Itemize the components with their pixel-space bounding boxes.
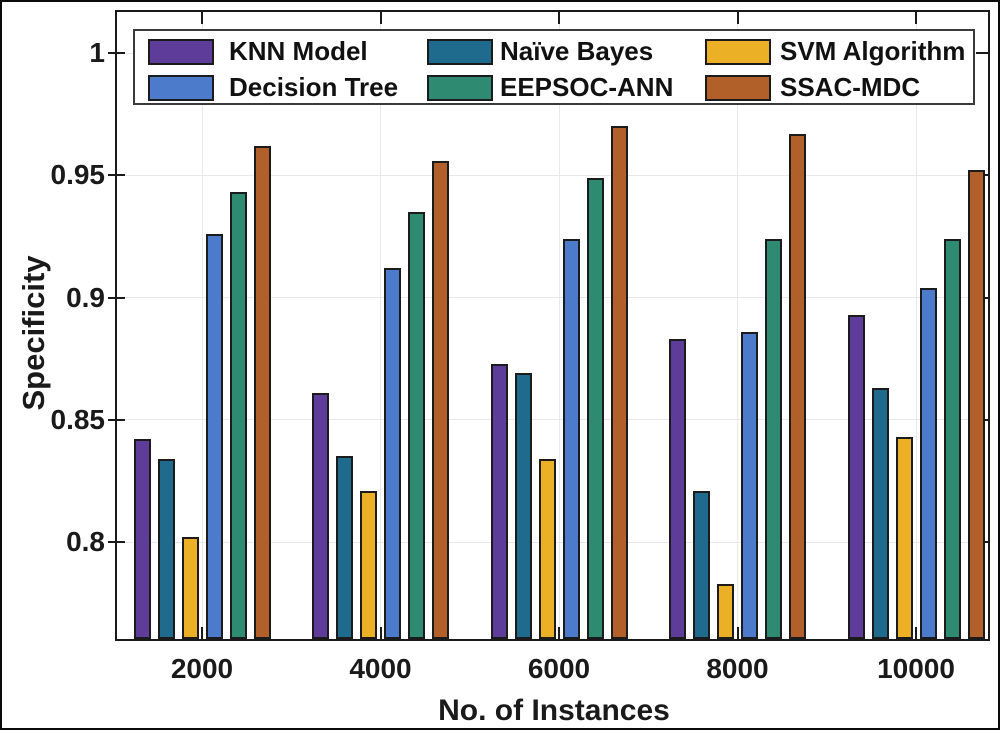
x-gridline (737, 12, 738, 639)
x-tick-label: 4000 (349, 653, 412, 684)
legend-swatch-ssac-mdc (705, 75, 771, 101)
bar-knn-model-8000 (669, 339, 686, 639)
y-gridline (117, 297, 988, 298)
x-tick-label: 8000 (706, 653, 769, 684)
x-gridline (915, 12, 917, 639)
y-tick-left (108, 296, 125, 299)
legend-label: Decision Tree (229, 72, 399, 102)
bar-ssac-mdc-4000 (432, 160, 449, 639)
bar-eepsoc-ann-10000 (943, 238, 961, 639)
x-tick-bottom (201, 627, 203, 639)
y-tick-label: 0.9 (66, 281, 105, 313)
legend-label: SVM Algorithm (780, 36, 966, 66)
x-axis-label: No. of Instances (438, 694, 670, 727)
x-tick-bottom (558, 627, 560, 639)
legend-swatch-knn-model (148, 39, 214, 65)
y-axis-label: Specificity (16, 255, 51, 411)
y-tick-left (108, 418, 125, 421)
x-tick-top (736, 12, 739, 24)
bar-decision-tree-6000 (562, 238, 580, 639)
legend-label: KNN Model (229, 36, 368, 66)
x-tick-label: 10000 (877, 653, 955, 684)
bar-ssac-mdc-6000 (610, 126, 628, 639)
bar-eepsoc-ann-6000 (586, 177, 604, 639)
bar-svm-algorithm-10000 (895, 436, 913, 639)
x-gridline (201, 12, 203, 639)
bar-decision-tree-8000 (741, 331, 758, 639)
x-tick-top (915, 12, 917, 24)
y-tick-label: 0.8 (66, 526, 105, 557)
x-gridline (380, 12, 381, 639)
bar-svm-algorithm-8000 (717, 583, 734, 639)
y-tick-left (108, 52, 125, 54)
bar-decision-tree-2000 (205, 233, 223, 639)
bar-ssac-mdc-10000 (967, 170, 985, 639)
bar-svm-algorithm-6000 (538, 458, 556, 639)
bar-eepsoc-ann-4000 (408, 211, 425, 639)
legend-label: EEPSOC-ANN (500, 72, 674, 102)
x-gridline (558, 12, 560, 639)
bar-na-ve-bayes-8000 (693, 490, 710, 639)
bar-ssac-mdc-2000 (253, 145, 271, 639)
legend-swatch-svm-algorithm (705, 39, 771, 65)
y-tick-label: 0.95 (50, 159, 106, 191)
bar-na-ve-bayes-10000 (871, 387, 889, 639)
bar-svm-algorithm-4000 (360, 490, 377, 639)
bar-na-ve-bayes-4000 (336, 456, 353, 639)
bar-knn-model-6000 (490, 363, 508, 639)
y-tick-right (976, 52, 988, 54)
legend: KNN Model Naïve Bayes SVM Algorithm Decisio… (133, 29, 975, 105)
legend-swatch-na-ve-bayes (427, 39, 493, 65)
bar-decision-tree-10000 (919, 287, 937, 639)
bar-na-ve-bayes-2000 (157, 458, 175, 639)
bar-na-ve-bayes-6000 (514, 373, 532, 639)
bar-knn-model-10000 (847, 314, 865, 639)
legend-label: Naïve Bayes (500, 36, 654, 66)
x-tick-bottom (915, 627, 917, 639)
bar-knn-model-4000 (312, 392, 329, 639)
bar-decision-tree-4000 (384, 268, 401, 639)
x-tick-label: 2000 (170, 653, 234, 684)
y-tick-left (108, 541, 125, 543)
y-tick-left (108, 174, 125, 177)
x-tick-label: 6000 (527, 653, 591, 684)
bar-ssac-mdc-8000 (789, 133, 806, 639)
bar-svm-algorithm-2000 (181, 537, 199, 639)
bar-eepsoc-ann-2000 (229, 192, 247, 639)
x-tick-bottom (736, 627, 739, 639)
bar-knn-model-2000 (133, 439, 151, 639)
legend-swatch-eepsoc-ann (427, 75, 493, 101)
plot-area: KNN Model Naïve Bayes SVM Algorithm Decisio… (108, 10, 990, 641)
x-tick-top (379, 12, 382, 24)
y-tick-label: 1 (89, 37, 105, 68)
x-tick-top (558, 12, 560, 24)
x-tick-bottom (379, 627, 382, 639)
y-gridline (117, 419, 988, 421)
x-tick-top (201, 12, 203, 24)
y-tick-label: 0.85 (50, 403, 106, 435)
bar-eepsoc-ann-8000 (765, 238, 782, 639)
y-gridline (117, 174, 988, 176)
legend-label: SSAC-MDC (780, 72, 921, 102)
legend-swatch-decision-tree (148, 75, 214, 101)
